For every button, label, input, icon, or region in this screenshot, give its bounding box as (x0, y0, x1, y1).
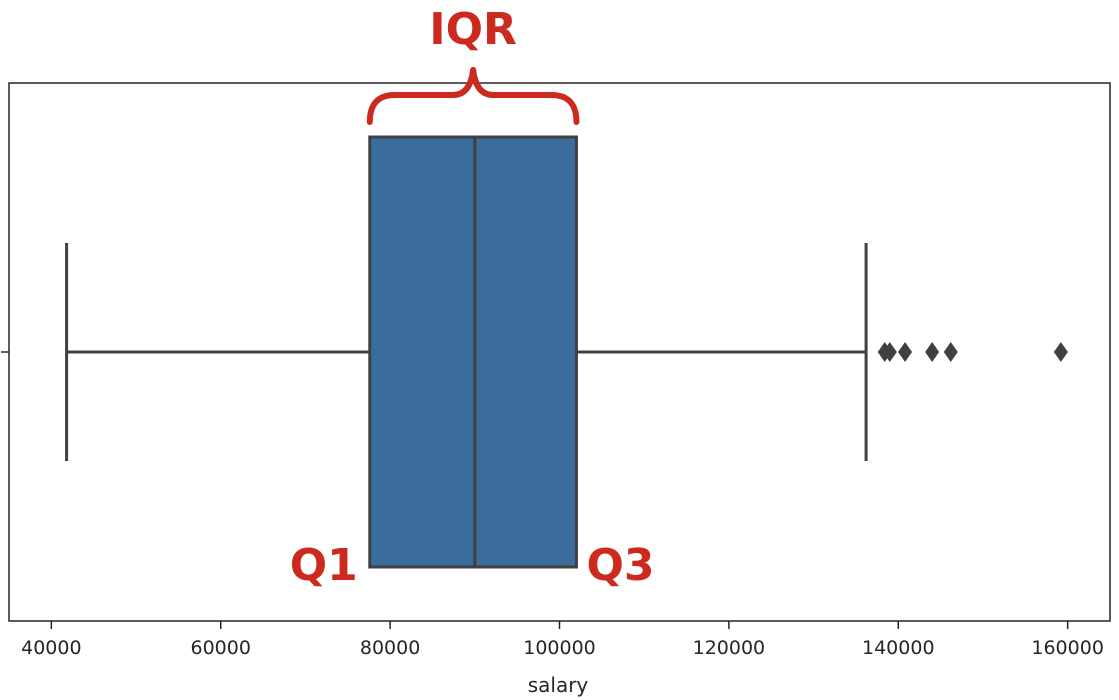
x-axis-ticks: 40000 60000 80000 100000 120000 140000 160000 (21, 621, 1104, 659)
box-plot (65, 135, 868, 569)
x-tick-label: 40000 (21, 637, 81, 659)
outlier-point (898, 342, 913, 362)
x-tick-label: 160000 (1031, 637, 1104, 659)
outlier-point (882, 342, 897, 362)
outlier-point (1053, 342, 1068, 362)
x-axis-label: salary (528, 673, 589, 697)
x-tick-label: 100000 (523, 637, 596, 659)
outlier-point (943, 342, 958, 362)
iqr-brace (366, 67, 580, 125)
x-tick-label: 60000 (191, 637, 251, 659)
iqr-label: IQR (429, 4, 517, 55)
q3-label: Q3 (586, 540, 654, 591)
outlier-point (925, 342, 940, 362)
x-tick-label: 140000 (862, 637, 935, 659)
x-tick-label: 120000 (693, 637, 766, 659)
x-tick-label: 80000 (360, 637, 420, 659)
outliers (877, 342, 1068, 362)
q1-label: Q1 (290, 540, 358, 591)
iqr-box (368, 135, 578, 569)
